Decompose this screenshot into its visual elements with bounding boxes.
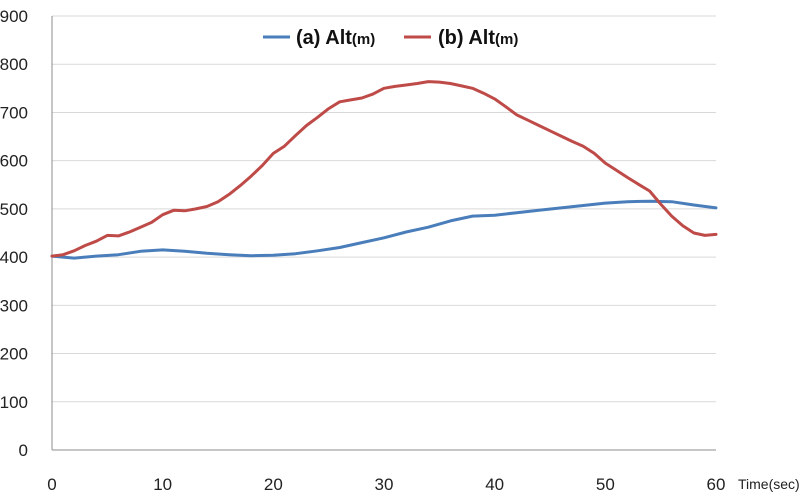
series-lines	[50, 80, 718, 260]
x-tick-label-50: 50	[596, 475, 615, 494]
y-tick-label-600: 600	[0, 152, 28, 171]
legend-label-a-unit: (m)	[352, 31, 375, 48]
x-tick-label-30: 30	[375, 475, 394, 494]
legend: (a) Alt(m) (b) Alt(m)	[263, 27, 518, 49]
x-tick-label-20: 20	[264, 475, 283, 494]
x-axis-label: Time(sec)	[738, 476, 800, 492]
y-tick-label-200: 200	[0, 345, 28, 364]
x-tick-label-60: 60	[707, 475, 726, 494]
y-tick-label-400: 400	[0, 248, 28, 267]
legend-entry-a: (a) Alt(m)	[263, 27, 375, 49]
y-tick-label-100: 100	[0, 393, 28, 412]
y-tick-label-0: 0	[19, 441, 28, 460]
y-tick-label-300: 300	[0, 296, 28, 315]
legend-entry-b: (b) Alt(m)	[404, 27, 518, 49]
y-tick-label-700: 700	[0, 103, 28, 122]
y-tick-labels: 0 100 200 300 400 500 600 700 800 900	[0, 7, 28, 460]
legend-label-b: (b) Alt(m)	[438, 27, 518, 49]
y-tick-label-900: 900	[0, 7, 28, 26]
series-line-b	[50, 80, 718, 258]
legend-label-a-main: (a) Alt	[296, 27, 352, 49]
series-line-a	[50, 199, 718, 260]
y-tick-label-500: 500	[0, 200, 28, 219]
y-tick-label-800: 800	[0, 55, 28, 74]
legend-label-a: (a) Alt(m)	[296, 27, 375, 49]
legend-label-b-main: (b) Alt	[438, 27, 495, 49]
legend-label-b-unit: (m)	[495, 31, 518, 48]
x-tick-label-0: 0	[47, 475, 56, 494]
x-tick-labels: 0 10 20 30 40 50 60	[47, 475, 725, 494]
x-tick-label-40: 40	[485, 475, 504, 494]
axes	[51, 16, 716, 451]
gridlines	[52, 15, 716, 403]
x-tick-label-10: 10	[153, 475, 172, 494]
